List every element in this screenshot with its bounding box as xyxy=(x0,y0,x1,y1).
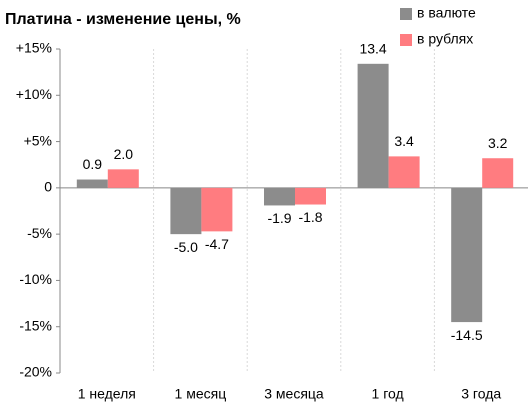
y-tick-label: -20% xyxy=(19,364,52,380)
legend-label: в валюте xyxy=(417,5,476,21)
bar xyxy=(388,156,420,188)
x-tick-label: 1 неделя xyxy=(78,386,136,402)
y-tick-label: +5% xyxy=(24,132,52,148)
bar xyxy=(76,179,108,188)
value-label: -4.7 xyxy=(205,236,229,252)
y-tick-label: 0 xyxy=(44,179,52,195)
value-label: -1.8 xyxy=(298,209,322,225)
value-label: -14.5 xyxy=(451,327,483,343)
x-tick-label: 3 месяца xyxy=(264,386,324,402)
x-tick-label: 1 месяц xyxy=(175,386,227,402)
bar xyxy=(170,187,202,235)
y-tick-label: +10% xyxy=(16,86,52,102)
value-label: 13.4 xyxy=(359,41,386,57)
bar xyxy=(357,63,389,188)
bar xyxy=(201,187,233,232)
x-tick-label: 3 года xyxy=(461,386,501,402)
bar xyxy=(482,158,514,188)
x-tick-label: 1 год xyxy=(372,386,404,402)
y-tick-label: -15% xyxy=(19,317,52,333)
value-label: -1.9 xyxy=(267,210,291,226)
value-label: 3.4 xyxy=(394,133,414,149)
y-tick-label: -5% xyxy=(27,225,52,241)
legend-swatch xyxy=(400,8,412,20)
value-label: 0.9 xyxy=(83,156,103,172)
bar xyxy=(107,169,139,188)
bar xyxy=(451,187,483,323)
bar xyxy=(295,187,326,205)
value-label: 2.0 xyxy=(114,146,134,162)
legend-label: в рублях xyxy=(417,31,473,47)
bar xyxy=(264,187,295,206)
chart-title: Платина - изменение цены, % xyxy=(5,11,241,28)
value-label: 3.2 xyxy=(488,135,508,151)
y-tick-label: -10% xyxy=(19,271,52,287)
legend-swatch xyxy=(400,34,412,46)
y-tick-label: +15% xyxy=(16,40,52,56)
value-label: -5.0 xyxy=(174,239,198,255)
